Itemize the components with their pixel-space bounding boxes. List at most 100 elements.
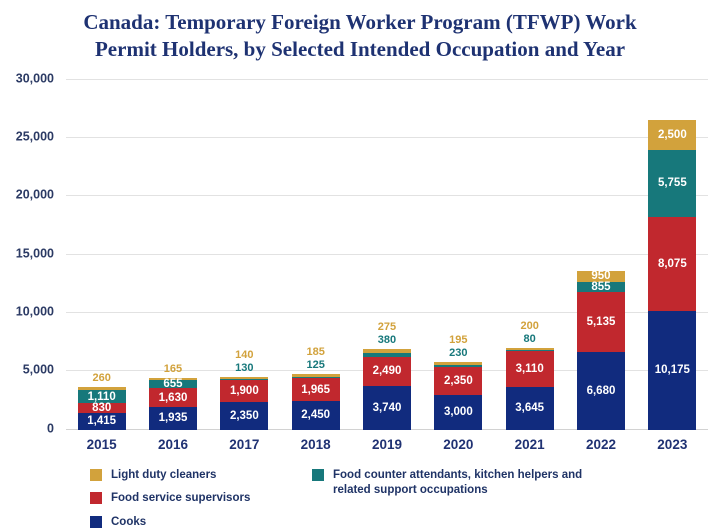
legend-label: Light duty cleaners [111, 468, 217, 481]
bar-group-2023: 2,500 5,755 8,075 10,175 [648, 118, 697, 430]
bar-segment: 5,135 [576, 291, 625, 352]
bar-segment [148, 378, 197, 381]
bar-segment: 3,645 [505, 387, 554, 430]
legend-item: Food service supervisors [90, 491, 312, 507]
y-axis-tick-label: 10,000 [15, 304, 54, 319]
bar-segment: 830 [77, 402, 126, 414]
bar-segment: 1,630 [148, 388, 197, 408]
bar-segment [291, 376, 340, 379]
value-label-above: 165 [163, 363, 183, 376]
x-axis-label: 2021 [514, 436, 545, 452]
value-label-above: 200 [520, 319, 539, 332]
bar-segment: 2,500 [648, 120, 697, 150]
value-label-above: 230 [449, 347, 468, 360]
bar-group-2015: 260 1,110 830 1,415 [77, 372, 126, 430]
gridline [66, 136, 708, 138]
bar-stack: 1,965 2,450 [291, 374, 340, 430]
bar-segment: 2,450 [291, 401, 340, 430]
bar-group-2018: 185 125 1,965 2,450 [291, 346, 340, 430]
bars-layer: 260 1,110 830 1,415 165 655 1,630 1,935 140 130 1,… [66, 80, 708, 430]
bar-segment: 3,740 [362, 385, 411, 430]
value-label-above: 380 [377, 334, 397, 347]
legend-swatch [90, 492, 102, 505]
x-axis-label: 2018 [300, 436, 331, 452]
legend-swatch [90, 515, 102, 528]
value-label-above: 80 [523, 332, 536, 345]
x-axis-label: 2017 [229, 436, 260, 452]
value-label-above: 125 [306, 359, 325, 372]
gridline [66, 78, 708, 80]
x-axis-label: 2015 [86, 436, 117, 452]
bar-group-2019: 275 380 2,490 3,740 [362, 321, 411, 430]
bar-stack: 950 855 5,135 6,680 [576, 270, 625, 430]
legend: Light duty cleaners Food service supervis… [90, 468, 720, 531]
bar-stack: 1,110 830 1,415 [77, 387, 126, 430]
bar-segment [220, 378, 269, 381]
y-axis-tick-label: 5,000 [22, 362, 54, 377]
legend-swatch [312, 468, 324, 481]
bar-group-2022: 950 855 5,135 6,680 [576, 269, 625, 430]
y-axis-tick-label: 0 [47, 421, 54, 436]
bar-segment: 8,075 [648, 216, 697, 311]
bar-segment [434, 364, 483, 368]
chart-title: Canada: Temporary Foreign Worker Program… [83, 10, 637, 62]
x-axis-label: 2019 [371, 436, 403, 452]
x-axis-label: 2020 [443, 436, 474, 452]
value-label-above: 195 [449, 334, 468, 347]
x-axis-label: 2016 [157, 436, 189, 452]
bar-stack: 1,900 2,350 [220, 376, 269, 430]
value-label-above: 130 [235, 361, 254, 374]
bar-group-2020: 195 230 2,350 3,000 [434, 334, 483, 430]
legend-column: Food counter attendants, kitchen helpers… [312, 468, 605, 531]
bar-segment [434, 362, 483, 365]
bar-segment: 1,965 [291, 378, 340, 402]
bar-segment: 1,900 [220, 380, 269, 403]
bar-segment [505, 349, 554, 351]
x-axis: 2015 2016 2017 2018 2019 2020 2021 2022 2023 [66, 437, 708, 452]
bar-stack: 2,350 3,000 [434, 362, 483, 430]
legend-label: Cooks [111, 515, 147, 528]
bar-segment: 3,110 [505, 350, 554, 388]
bar-segment: 6,680 [576, 351, 625, 430]
value-label-above: 275 [377, 321, 397, 334]
plot-area: 0 5,000 10,000 15,000 20,000 25,000 30,000 260 1… [16, 71, 708, 435]
bar-segment [291, 374, 340, 377]
bar-segment [362, 352, 411, 357]
bar-stack: 2,490 3,740 [362, 349, 411, 430]
y-axis-tick-label: 15,000 [15, 246, 54, 261]
bar-segment: 855 [576, 281, 625, 293]
legend-item: Light duty cleaners [90, 468, 312, 484]
bar-group-2017: 140 130 1,900 2,350 [220, 349, 269, 430]
value-label-above: 185 [306, 346, 325, 359]
bar-stack: 2,500 5,755 8,075 10,175 [648, 120, 697, 430]
y-axis-tick-label: 25,000 [15, 129, 54, 144]
value-label-above: 260 [92, 372, 111, 385]
bar-segment [77, 387, 126, 391]
gridline [66, 311, 708, 313]
legend-item: Food counter attendants, kitchen helpers… [312, 468, 605, 499]
legend-label: Food service supervisors [111, 492, 251, 505]
bar-segment: 3,000 [434, 394, 483, 430]
bar-segment: 1,935 [148, 407, 197, 430]
bar-segment: 950 [576, 270, 625, 282]
legend-swatch [90, 468, 102, 481]
y-axis-tick-label: 20,000 [15, 187, 54, 202]
bar-segment: 1,415 [77, 413, 126, 430]
bar-segment: 655 [148, 378, 197, 390]
bar-group-2021: 200 80 3,110 3,645 [505, 319, 554, 430]
legend-column: Light duty cleaners Food service supervis… [90, 468, 312, 531]
bar-segment [220, 376, 269, 379]
bar-segment: 2,490 [362, 356, 411, 386]
y-axis-tick-label: 30,000 [15, 71, 54, 86]
bar-segment: 1,110 [77, 390, 126, 404]
bar-segment: 5,755 [648, 149, 697, 217]
stacked-bar-chart: 0 5,000 10,000 15,000 20,000 25,000 30,000 260 1… [16, 71, 708, 435]
gridline [66, 195, 708, 197]
legend-item: Cooks [90, 515, 312, 531]
gridline [66, 253, 708, 255]
bar-segment [505, 347, 554, 350]
bar-segment: 2,350 [220, 402, 269, 430]
bar-stack: 655 1,630 1,935 [148, 378, 197, 430]
bar-segment [362, 349, 411, 353]
